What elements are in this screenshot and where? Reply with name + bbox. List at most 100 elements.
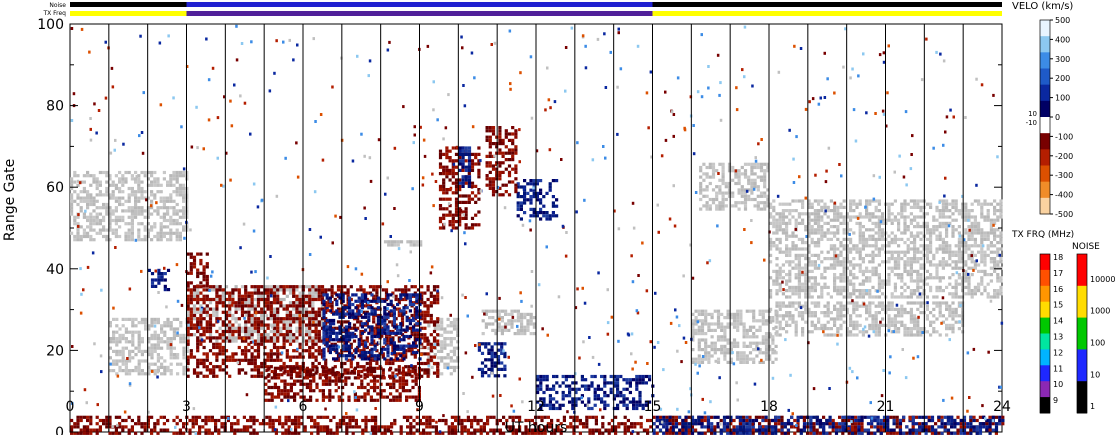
echo-cell-neg	[214, 418, 218, 423]
echo-cell-neg	[304, 313, 309, 318]
echo-cell-ground	[833, 273, 837, 277]
echo-cell-neg	[914, 415, 918, 419]
echo-cell-neg	[317, 310, 321, 314]
echo-cell-neg	[368, 304, 373, 308]
echo-cell-ground	[973, 228, 977, 232]
echo-cell-neg	[215, 304, 219, 308]
echo-cell-ground	[890, 241, 894, 245]
echo-cell-ground	[160, 365, 164, 369]
echo-cell-ground	[724, 181, 728, 186]
echo-cell-ground	[748, 328, 753, 332]
echo-cell-ground	[724, 197, 728, 202]
echo-cell-ground	[710, 341, 714, 345]
echo-cell-ground	[153, 333, 157, 337]
echo-cell-ground	[137, 228, 141, 232]
echo-cell-neg	[256, 352, 261, 356]
echo-cell-neg	[299, 389, 303, 393]
echo-cell-ground	[144, 349, 148, 353]
echo-cell-ground	[820, 218, 824, 222]
echo-cell-ground	[871, 215, 875, 219]
echo-cell-neg	[325, 366, 329, 370]
echo-cell-neg	[414, 382, 418, 386]
echo-cell-ground	[697, 325, 701, 329]
echo-cell-neg	[293, 366, 297, 370]
echo-cell-ground	[269, 285, 273, 289]
echo-cell-neg	[292, 333, 296, 337]
echo-cell-ground	[788, 269, 792, 273]
echo-cell-neg	[674, 415, 678, 419]
echo-cell-neg	[304, 333, 309, 337]
echo-cell-neg	[244, 339, 248, 343]
echo-cell-ground	[983, 234, 987, 238]
echo-cell-neg	[231, 352, 235, 356]
echo-cell-neg	[221, 288, 225, 292]
echo-cell-ground	[951, 273, 955, 277]
echo-cell-ground	[759, 201, 764, 205]
echo-cell-neg	[264, 376, 268, 380]
echo-cell-neg	[412, 418, 416, 423]
echo-cell-ground	[980, 282, 984, 286]
echo-cell-ground	[929, 205, 933, 209]
echo-cell-ground	[858, 266, 862, 270]
echo-cell-ground	[707, 344, 711, 348]
echo-cell-ground	[871, 301, 875, 305]
echo-cell-ground	[986, 282, 990, 286]
echo-cell-ground	[134, 212, 138, 216]
echo-cell-ground	[951, 212, 955, 216]
echo-cell-ground	[823, 333, 827, 337]
echo-cell-ground	[817, 241, 821, 245]
echo-cell-ground	[925, 253, 929, 257]
echo-cell-ground	[691, 325, 695, 329]
echo-cell-ground	[791, 314, 795, 318]
echo-cell-ground	[263, 333, 267, 337]
echo-cell-neg	[304, 342, 309, 346]
echo-cell-neg	[410, 285, 414, 289]
echo-cell-ground	[70, 209, 74, 213]
echo-cell-ground	[244, 323, 248, 327]
echo-cell-ground	[785, 209, 789, 213]
echo-cell-neg	[391, 358, 395, 362]
echo-cell-ground	[775, 263, 779, 267]
echo-cell-neg	[368, 291, 373, 295]
echo-cell-neg	[256, 323, 261, 327]
echo-cell-neg	[221, 368, 225, 372]
echo-cell-ground	[172, 346, 176, 350]
echo-cell-ground	[999, 257, 1003, 261]
echo-cell-neg	[305, 369, 309, 374]
echo-cell-ground	[881, 212, 885, 216]
echo-cell-neg	[298, 301, 302, 305]
echo-cell-ground	[736, 309, 740, 313]
echo-cell-ground	[849, 263, 853, 267]
echo-cell-ground	[716, 348, 721, 352]
echo-cell-ground	[452, 349, 457, 353]
echo-cell-ground	[970, 221, 974, 225]
echo-cell-ground	[858, 247, 862, 251]
echo-cell-ground	[95, 231, 99, 235]
echo-cell-neg	[282, 326, 286, 330]
echo-cell-ground	[973, 241, 977, 245]
echo-cell-ground	[523, 328, 527, 332]
echo-cell-neg	[414, 376, 418, 380]
echo-cell-ground	[881, 260, 885, 264]
echo-cell-neg	[432, 371, 437, 375]
echo-cell-ground	[747, 178, 751, 182]
echo-cell-ground	[893, 320, 897, 324]
echo-cell-neg	[280, 398, 284, 402]
echo-cell-ground	[839, 253, 843, 257]
echo-cell-ground	[903, 218, 907, 222]
echo-cell-ground	[304, 307, 309, 311]
echo-cell-neg	[489, 415, 493, 419]
echo-cell-ground	[865, 317, 869, 321]
echo-cell-neg	[450, 415, 454, 419]
echo-cell-ground	[140, 340, 144, 344]
echo-cell-neg	[410, 301, 414, 305]
echo-cell-ground	[810, 320, 814, 324]
echo-cell-neg	[370, 415, 374, 419]
echo-cell-ground	[836, 311, 840, 315]
echo-cell-neg	[324, 339, 328, 343]
echo-cell-ground	[817, 257, 821, 261]
echo-cell-neg	[312, 379, 316, 383]
echo-cell-ground	[697, 338, 701, 342]
echo-cell-neg	[208, 313, 213, 318]
echo-cell-ground	[794, 209, 798, 213]
